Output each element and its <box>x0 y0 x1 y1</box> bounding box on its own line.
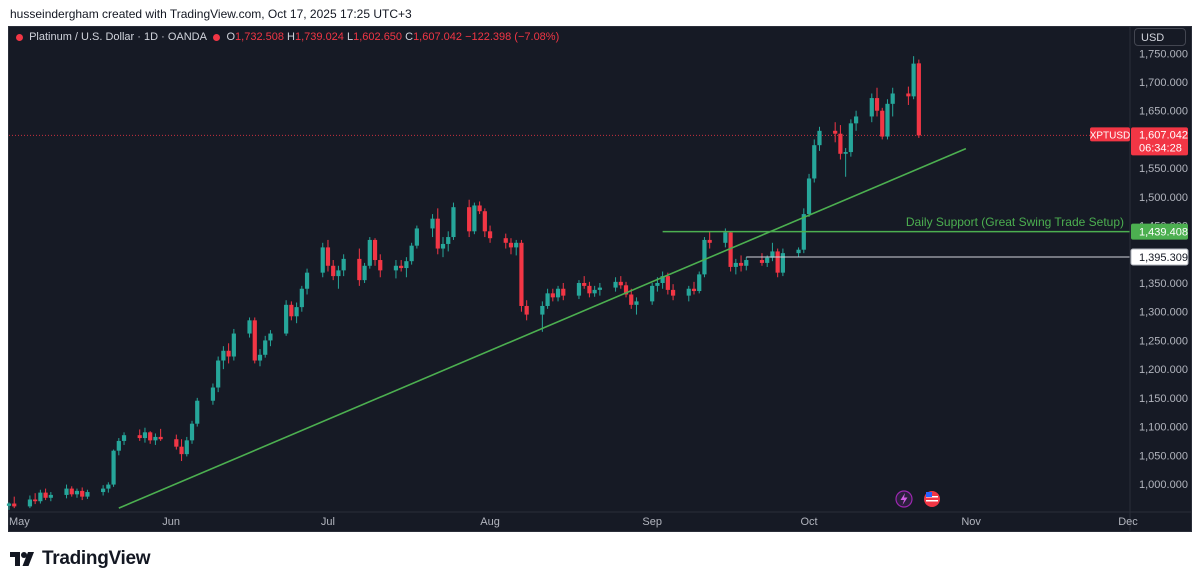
close-label: C <box>405 31 414 43</box>
tradingview-logo-icon <box>10 552 34 566</box>
status-dot-icon <box>16 33 23 41</box>
high-value: 1,739.024 <box>294 31 344 43</box>
attribution-bar: husseindergham created with TradingView.… <box>0 0 1200 26</box>
low-value: 1,602.650 <box>353 31 403 43</box>
open-label: O <box>226 31 236 43</box>
open-value: 1,732.508 <box>235 31 284 43</box>
market-status-icon <box>213 33 221 41</box>
symbol-legend[interactable]: Platinum / U.S. Dollar · 1D · OANDA O1,7… <box>14 31 559 43</box>
low-label: L <box>346 31 354 43</box>
chart-panel[interactable] <box>8 26 1192 532</box>
symbol-name: Platinum / U.S. Dollar · 1D · OANDA <box>29 31 207 43</box>
footer <box>0 533 1200 584</box>
brand-name: TradingView <box>42 548 151 569</box>
tradingview-logo[interactable]: TradingView <box>10 548 151 570</box>
change-value: −122.398 (−7.08%) <box>465 31 560 43</box>
currency-button[interactable]: USD <box>1134 28 1186 46</box>
close-value: 1,607.042 <box>413 31 462 43</box>
high-label: H <box>287 31 295 43</box>
attribution-text: husseindergham created with TradingView.… <box>10 7 412 21</box>
